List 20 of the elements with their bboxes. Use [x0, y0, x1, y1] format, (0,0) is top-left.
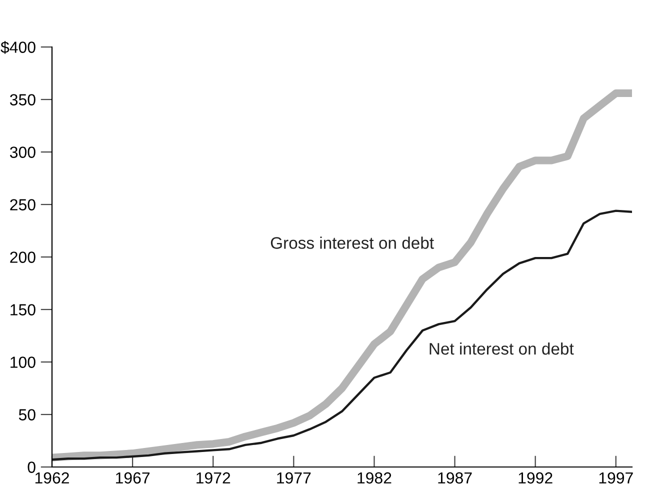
x-tick-label: 1982 — [358, 472, 392, 484]
series-label: Gross interest on debt — [270, 236, 434, 249]
x-tick-label: 1972 — [196, 472, 230, 484]
y-tick-label: 350 — [10, 94, 36, 106]
x-tick-label: 1977 — [277, 472, 311, 484]
y-tick-label: 0 — [28, 462, 36, 473]
y-tick-label: 100 — [10, 356, 36, 368]
y-tick-label: 150 — [10, 304, 36, 316]
y-tick-label: 200 — [10, 252, 36, 263]
y-tick-label: 250 — [10, 199, 36, 210]
x-tick-label: 1987 — [438, 472, 472, 484]
x-tick-label: 1962 — [35, 472, 69, 484]
line-series — [52, 210, 632, 461]
y-tick-label: $400 — [0, 40, 36, 54]
x-tick-label: 1997 — [599, 472, 633, 484]
x-tick-label: 1967 — [116, 472, 150, 484]
x-tick-label: 1992 — [518, 472, 552, 484]
y-tick-label: 300 — [10, 146, 36, 158]
series-label: Net interest on debt — [430, 342, 574, 355]
y-tick-label: 50 — [18, 409, 36, 420]
